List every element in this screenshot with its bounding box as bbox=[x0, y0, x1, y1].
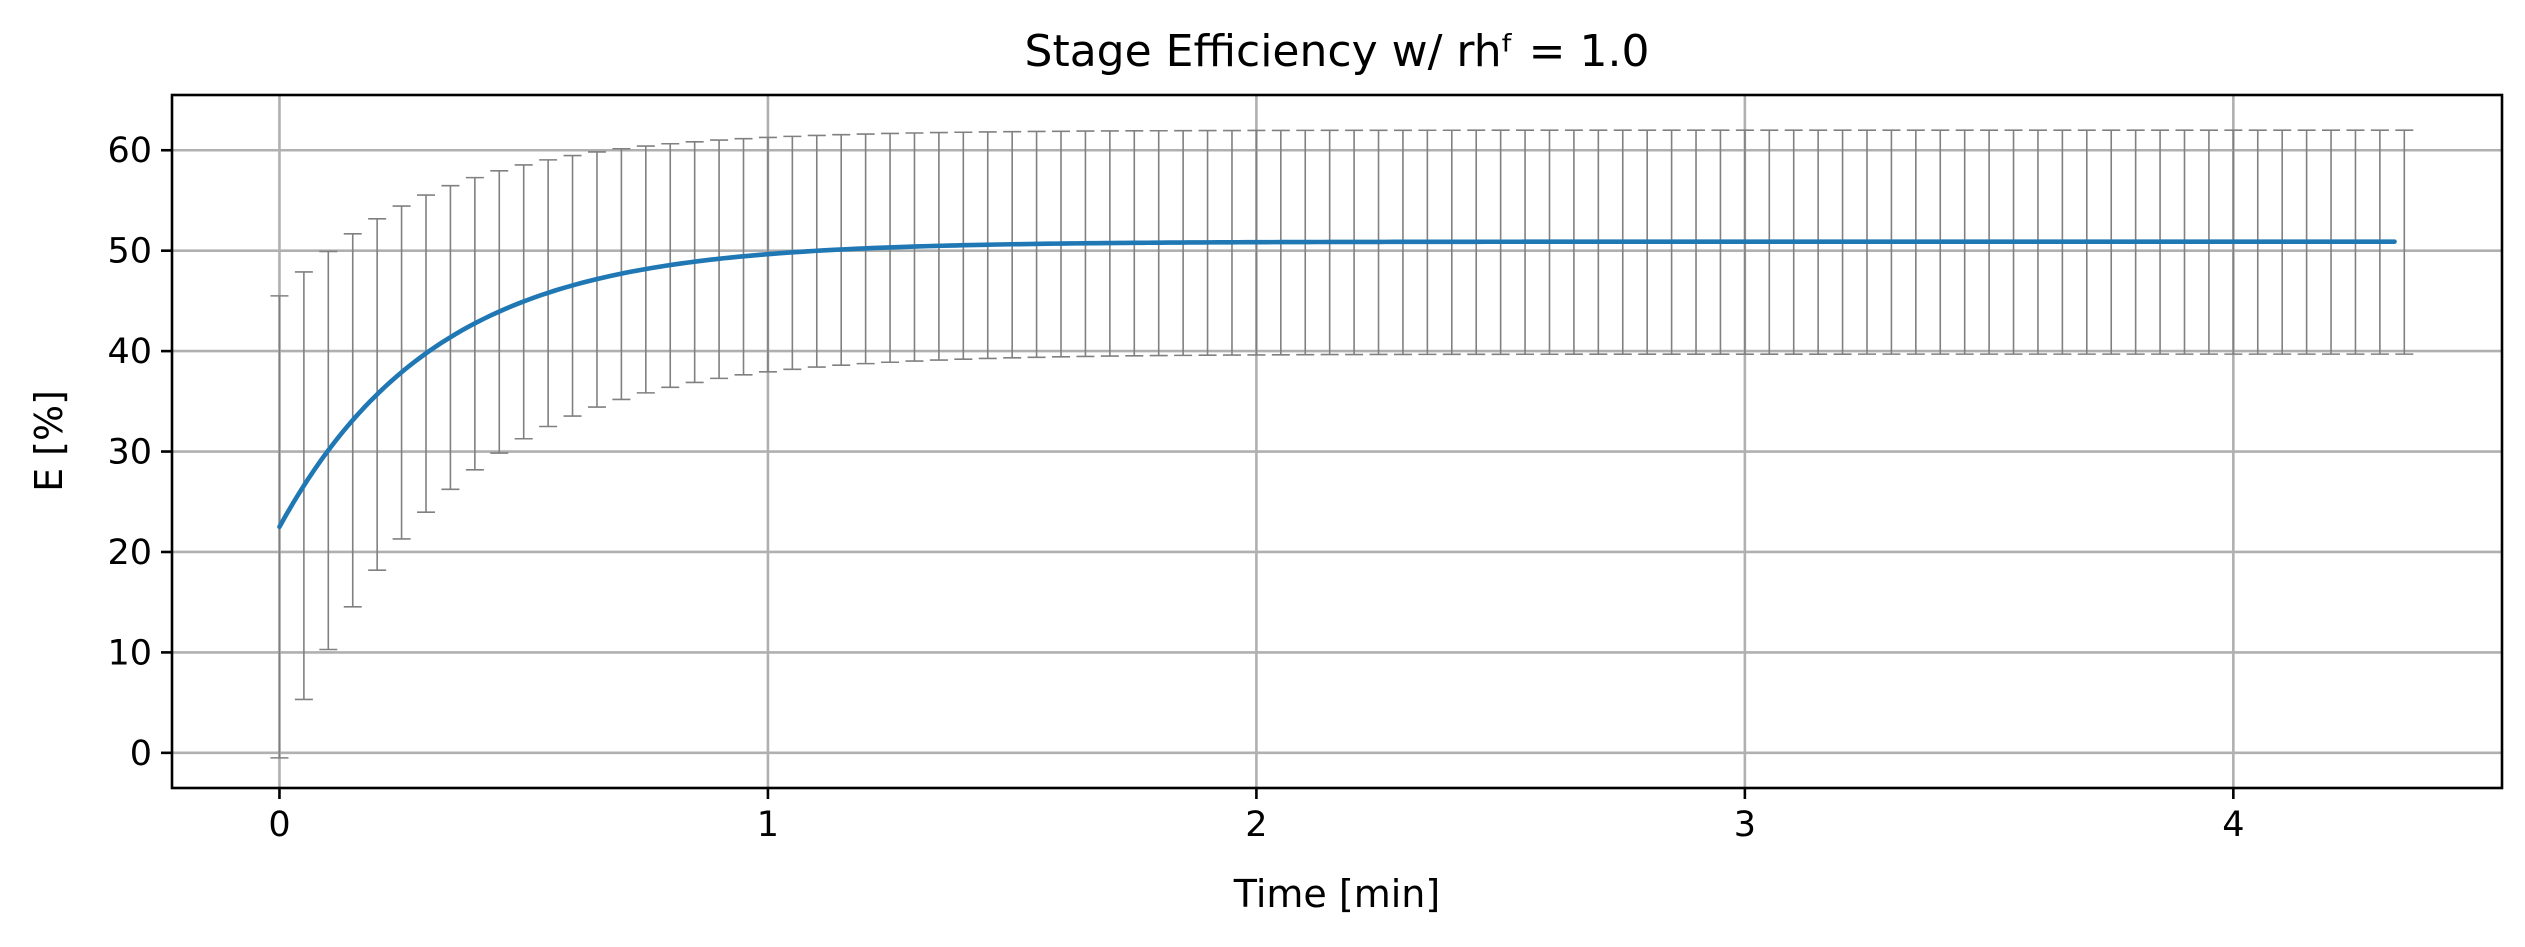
y-tick-label: 10 bbox=[107, 633, 152, 673]
plot-frame bbox=[170, 93, 2504, 790]
errorbar-layer bbox=[270, 129, 2414, 759]
x-tick-label: 0 bbox=[268, 805, 290, 845]
y-axis-label: E [%] bbox=[27, 390, 71, 492]
series-line bbox=[277, 239, 2397, 530]
x-tick-label: 3 bbox=[1734, 805, 1756, 845]
x-tick-label: 1 bbox=[757, 805, 779, 845]
x-axis-label: Time [min] bbox=[1233, 872, 1440, 916]
y-tick-label: 60 bbox=[107, 131, 152, 171]
chart-title: Stage Efficiency w/ rhᶠ = 1.0 bbox=[1025, 26, 1650, 77]
y-tick-label: 40 bbox=[107, 332, 152, 372]
y-tick-label: 50 bbox=[107, 232, 152, 272]
y-tick-label: 30 bbox=[107, 433, 152, 473]
grid-layer bbox=[172, 95, 2502, 788]
y-tick-label: 0 bbox=[130, 734, 152, 774]
y-tick-label: 20 bbox=[107, 533, 152, 573]
x-tick-label: 2 bbox=[1245, 805, 1267, 845]
series-layer bbox=[277, 239, 2397, 530]
x-tick-label: 4 bbox=[2222, 805, 2244, 845]
